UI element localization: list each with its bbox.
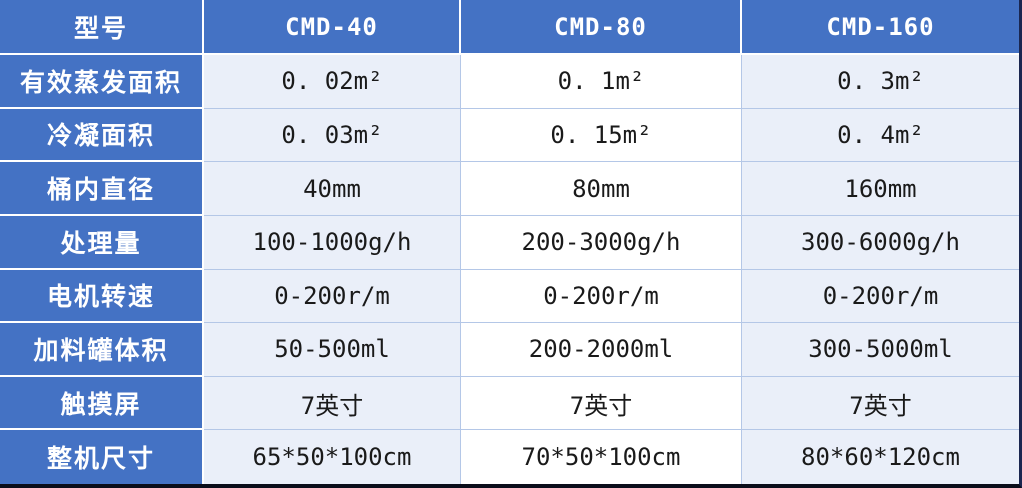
table-cell: 300-6000g/h — [742, 215, 1019, 270]
table-cell: 80mm — [461, 162, 742, 216]
header-model-cmd160: CMD-160 — [742, 0, 1019, 55]
table-cell: 0-200r/m — [742, 269, 1019, 324]
table-cell: 7英寸 — [742, 376, 1019, 431]
table-cell: 0. 15m² — [461, 108, 742, 163]
table-cell: 200-2000ml — [461, 323, 742, 377]
table-row-condensation-area: 冷凝面积 0. 03m² 0. 15m² 0. 4m² — [0, 108, 1019, 163]
table-cell: 0-200r/m — [461, 269, 742, 324]
row-label: 桶内直径 — [0, 162, 204, 216]
table-row-overall-dimensions: 整机尺寸 65*50*100cm 70*50*100cm 80*60*120cm — [0, 430, 1019, 484]
row-label: 触摸屏 — [0, 376, 204, 431]
table-cell: 0-200r/m — [204, 269, 461, 324]
table-cell: 0. 02m² — [204, 55, 461, 109]
row-label: 电机转速 — [0, 269, 204, 324]
table-cell: 70*50*100cm — [461, 430, 742, 484]
table-cell: 0. 3m² — [742, 55, 1019, 109]
table-row-throughput: 处理量 100-1000g/h 200-3000g/h 300-6000g/h — [0, 215, 1019, 270]
table-cell: 0. 1m² — [461, 55, 742, 109]
table-cell: 200-3000g/h — [461, 215, 742, 270]
table-cell: 7英寸 — [204, 376, 461, 431]
table-cell: 65*50*100cm — [204, 430, 461, 484]
table-cell: 80*60*120cm — [742, 430, 1019, 484]
row-label: 加料罐体积 — [0, 323, 204, 377]
table-cell: 100-1000g/h — [204, 215, 461, 270]
row-label: 有效蒸发面积 — [0, 55, 204, 109]
header-corner-label: 型号 — [0, 0, 204, 55]
table-cell: 0. 4m² — [742, 108, 1019, 163]
table-cell: 300-5000ml — [742, 323, 1019, 377]
table-row-feed-tank-volume: 加料罐体积 50-500ml 200-2000ml 300-5000ml — [0, 323, 1019, 377]
table-header-row: 型号 CMD-40 CMD-80 CMD-160 — [0, 0, 1019, 55]
table-row-motor-speed: 电机转速 0-200r/m 0-200r/m 0-200r/m — [0, 269, 1019, 324]
table-row-evaporation-area: 有效蒸发面积 0. 02m² 0. 1m² 0. 3m² — [0, 55, 1019, 109]
row-label: 冷凝面积 — [0, 108, 204, 163]
table-cell: 7英寸 — [461, 376, 742, 431]
table-cell: 160mm — [742, 162, 1019, 216]
header-model-cmd80: CMD-80 — [461, 0, 742, 55]
table-cell: 50-500ml — [204, 323, 461, 377]
row-label: 整机尺寸 — [0, 430, 204, 484]
table-row-touchscreen: 触摸屏 7英寸 7英寸 7英寸 — [0, 376, 1019, 431]
row-label: 处理量 — [0, 215, 204, 270]
table-cell: 0. 03m² — [204, 108, 461, 163]
table-cell: 40mm — [204, 162, 461, 216]
table-row-barrel-diameter: 桶内直径 40mm 80mm 160mm — [0, 162, 1019, 216]
header-model-cmd40: CMD-40 — [204, 0, 461, 55]
